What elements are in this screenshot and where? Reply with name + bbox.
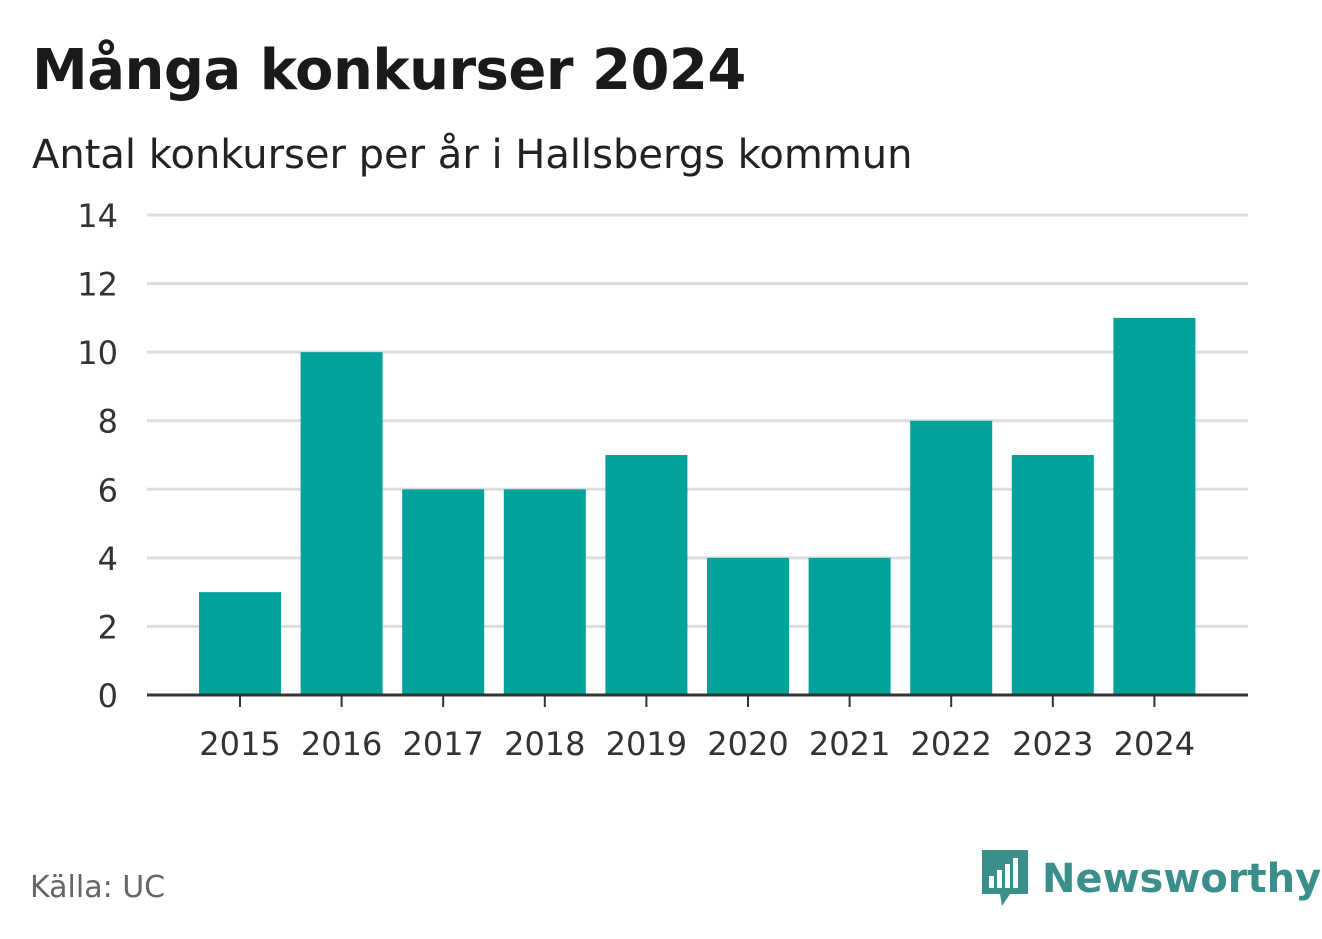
x-tick-label: 2024 <box>1114 725 1195 763</box>
bar <box>707 557 789 695</box>
x-tick-label: 2021 <box>809 725 890 763</box>
x-tick-label: 2018 <box>504 725 585 763</box>
bar <box>605 455 688 695</box>
y-tick-label: 0 <box>98 677 118 715</box>
x-tick-label: 2019 <box>606 725 687 763</box>
y-tick-label: 6 <box>98 471 118 509</box>
x-tick-label: 2016 <box>301 725 382 763</box>
bar <box>1011 455 1094 695</box>
bar <box>808 557 891 695</box>
y-tick-label: 4 <box>98 540 118 578</box>
bar <box>199 592 281 695</box>
x-tick-label: 2020 <box>707 725 788 763</box>
bar-chart: 0 2 4 6 8 10 12 14 2015 2016 2017 2018 2019 2020 2021 2… <box>77 197 1248 763</box>
x-tick-label: 2022 <box>910 725 991 763</box>
x-tick-label: 2015 <box>199 725 280 763</box>
bar <box>910 420 993 695</box>
y-tick-label: 2 <box>98 608 118 646</box>
newsworthy-bar-chart-icon <box>982 850 1028 906</box>
chart-title: Många konkurser 2024 <box>32 38 746 103</box>
y-tick-label: 10 <box>77 334 118 372</box>
chart-subtitle: Antal konkurser per år i Hallsbergs komm… <box>32 132 913 178</box>
x-tick-label: 2017 <box>402 725 483 763</box>
source-note: Källa: UC <box>30 870 166 905</box>
bar <box>300 352 383 695</box>
logo-text: Newsworthy <box>1042 856 1322 902</box>
y-tick-label: 14 <box>77 197 118 235</box>
x-tick-label: 2023 <box>1012 725 1093 763</box>
y-tick-label: 12 <box>77 266 118 304</box>
bar <box>1113 317 1196 695</box>
y-tick-label: 8 <box>98 403 118 441</box>
bar <box>503 489 586 695</box>
newsworthy-logo: Newsworthy <box>980 848 1321 910</box>
bar <box>402 489 485 695</box>
